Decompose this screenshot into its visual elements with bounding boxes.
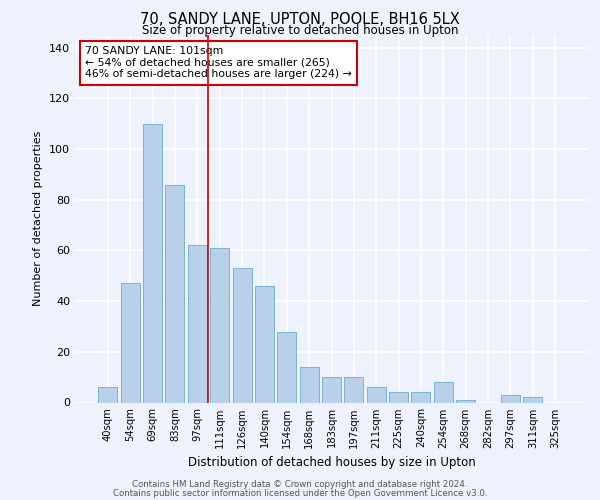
Bar [121,284,140,403]
Bar [322,377,341,402]
Bar [166,184,184,402]
Bar [210,248,229,402]
Text: Contains public sector information licensed under the Open Government Licence v3: Contains public sector information licen… [113,488,487,498]
Text: 70, SANDY LANE, UPTON, POOLE, BH16 5LX: 70, SANDY LANE, UPTON, POOLE, BH16 5LX [140,12,460,28]
Bar [367,388,386,402]
Bar [389,392,408,402]
Bar [98,388,118,402]
Bar [456,400,475,402]
Text: 70 SANDY LANE: 101sqm
← 54% of detached houses are smaller (265)
46% of semi-det: 70 SANDY LANE: 101sqm ← 54% of detached … [85,46,352,79]
Bar [143,124,162,402]
Bar [412,392,430,402]
Text: Contains HM Land Registry data © Crown copyright and database right 2024.: Contains HM Land Registry data © Crown c… [132,480,468,489]
Bar [523,398,542,402]
Bar [188,246,207,402]
Bar [299,367,319,402]
Bar [344,377,364,402]
X-axis label: Distribution of detached houses by size in Upton: Distribution of detached houses by size … [188,456,475,469]
Bar [233,268,251,402]
Bar [255,286,274,403]
Bar [434,382,453,402]
Y-axis label: Number of detached properties: Number of detached properties [34,131,43,306]
Bar [277,332,296,402]
Bar [501,395,520,402]
Text: Size of property relative to detached houses in Upton: Size of property relative to detached ho… [142,24,458,37]
